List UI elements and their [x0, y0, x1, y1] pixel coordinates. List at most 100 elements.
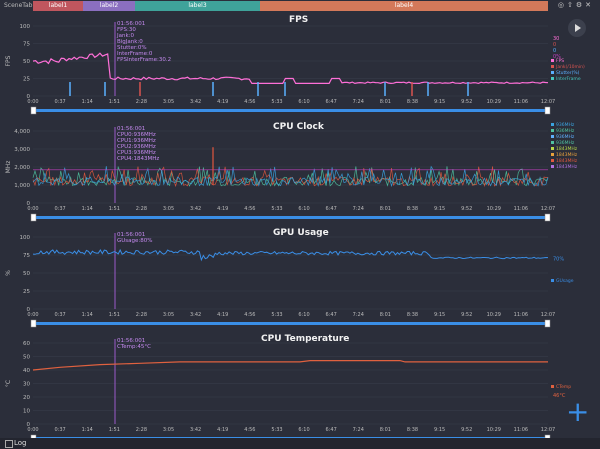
label-segment-2[interactable]: label2 [83, 1, 135, 11]
x-tick-label: 6:47 [326, 99, 337, 105]
y-tick-label: 50 [23, 355, 30, 361]
x-tick-label: 9:52 [461, 99, 472, 105]
fps-line [32, 52, 549, 85]
legend-swatch [551, 165, 554, 168]
y-tick-label: 100 [20, 24, 31, 30]
label-segment-1[interactable]: label1 [33, 1, 83, 11]
x-tick-label: 4:19 [217, 206, 228, 212]
y-axis-label: MHz [5, 161, 12, 174]
tooltip-text: CPU1:936MHz [117, 138, 156, 144]
y-tick-label: 75 [23, 42, 30, 48]
x-tick-label: 2:28 [136, 206, 147, 212]
tooltip-text: BigJank:0 [117, 39, 143, 45]
tooltip-text: Stutter:0% [117, 45, 147, 51]
play-icon[interactable] [568, 19, 586, 37]
tooltip-text: 01:56:001 [117, 21, 145, 27]
x-tick-label: 3:42 [190, 312, 201, 318]
x-tick-label: 9:15 [434, 99, 445, 105]
x-tick-label: 5:33 [271, 427, 282, 433]
legend-swatch [551, 71, 554, 74]
legend-swatch [551, 123, 554, 126]
label-segment-3[interactable]: label3 [135, 1, 260, 11]
x-tick-label: 12:07 [541, 206, 555, 212]
x-tick-label: 10:29 [487, 99, 501, 105]
x-tick-label: 9:52 [461, 206, 472, 212]
x-tick-label: 9:52 [461, 312, 472, 318]
x-tick-label: 5:33 [271, 99, 282, 105]
range-handle-left [30, 106, 37, 115]
x-tick-label: 3:05 [163, 427, 174, 433]
x-tick-label: 4:19 [217, 99, 228, 105]
x-tick-label: 6:10 [298, 427, 309, 433]
interframe-current-value: 0% [553, 54, 561, 60]
range-handle-left [30, 213, 37, 222]
x-tick-label: 4:56 [244, 312, 255, 318]
legend-label: InterFrame [556, 76, 581, 82]
x-tick-label: 2:28 [136, 312, 147, 318]
add-chart-icon[interactable]: + [566, 395, 590, 428]
x-tick-label: 4:56 [244, 99, 255, 105]
legend-swatch [551, 153, 554, 156]
x-tick-label: 6:10 [298, 312, 309, 318]
x-tick-label: 7:24 [353, 427, 364, 433]
y-tick-label: 40 [23, 368, 30, 374]
x-tick-label: 1:14 [82, 312, 93, 318]
range-handle-right [544, 106, 551, 115]
x-tick-label: 7:24 [353, 312, 364, 318]
x-tick-label: 6:10 [298, 99, 309, 105]
x-tick-label: 7:24 [353, 206, 364, 212]
x-tick-label: 8:38 [407, 312, 418, 318]
tooltip-text: FPSInterFrame:30.2 [117, 57, 171, 63]
x-tick-label: 11:06 [514, 99, 528, 105]
y-tick-label: 50 [23, 271, 30, 277]
x-tick-label: 8:38 [407, 99, 418, 105]
gpu-usage-current-value: 70% [553, 257, 564, 263]
x-tick-label: 3:42 [190, 427, 201, 433]
x-tick-label: 4:19 [217, 312, 228, 318]
tooltip-text: 01:56:001 [117, 232, 145, 238]
gpu-usage-title: GPU Usage [273, 228, 329, 238]
x-tick-label: 0:37 [54, 206, 65, 212]
label-segment-4[interactable]: label4 [260, 1, 548, 11]
log-checkbox[interactable] [5, 440, 13, 448]
x-tick-label: 9:52 [461, 427, 472, 433]
x-tick-label: 1:51 [109, 99, 120, 105]
x-tick-label: 12:07 [541, 99, 555, 105]
x-tick-label: 1:14 [82, 206, 93, 212]
y-tick-label: 1,000 [14, 183, 30, 189]
x-tick-label: 5:33 [271, 206, 282, 212]
log-label[interactable]: Log [14, 439, 27, 447]
x-tick-label: 3:05 [163, 206, 174, 212]
toolbar-icons[interactable]: ◎⇧⚙✕ [557, 1, 594, 9]
tooltip-text: CPU0:936MHz [117, 132, 156, 138]
x-tick-label: 7:24 [353, 99, 364, 105]
legend-swatch [551, 147, 554, 150]
cpu-temp-line [32, 360, 548, 371]
range-handle-right [544, 213, 551, 222]
legend-swatch [551, 385, 554, 388]
x-tick-label: 9:15 [434, 427, 445, 433]
x-tick-label: 9:15 [434, 312, 445, 318]
x-tick-label: 8:01 [380, 99, 391, 105]
x-tick-label: 0:00 [27, 427, 38, 433]
legend-swatch [551, 279, 554, 282]
scene-tab-label[interactable]: SceneTab [4, 2, 33, 9]
y-tick-label: 3,000 [14, 147, 30, 153]
x-tick-label: 4:56 [244, 206, 255, 212]
x-tick-label: 0:00 [27, 312, 38, 318]
y-tick-label: 25 [23, 77, 30, 83]
x-tick-label: 9:15 [434, 206, 445, 212]
x-tick-label: 6:47 [326, 206, 337, 212]
x-tick-label: 5:33 [271, 312, 282, 318]
fps-current-value: 30 [553, 36, 559, 42]
tooltip-text: 01:56:001 [117, 126, 145, 132]
tooltip-text: FPS:30 [117, 27, 136, 33]
legend-label: GUsage [556, 278, 574, 284]
x-tick-label: 8:38 [407, 206, 418, 212]
y-tick-label: 30 [23, 382, 30, 388]
x-tick-label: 12:07 [541, 312, 555, 318]
cpu-temp-title: CPU Temperature [261, 334, 350, 344]
tooltip-text: Jank:0 [116, 33, 135, 39]
legend-label: FPS [556, 58, 564, 64]
